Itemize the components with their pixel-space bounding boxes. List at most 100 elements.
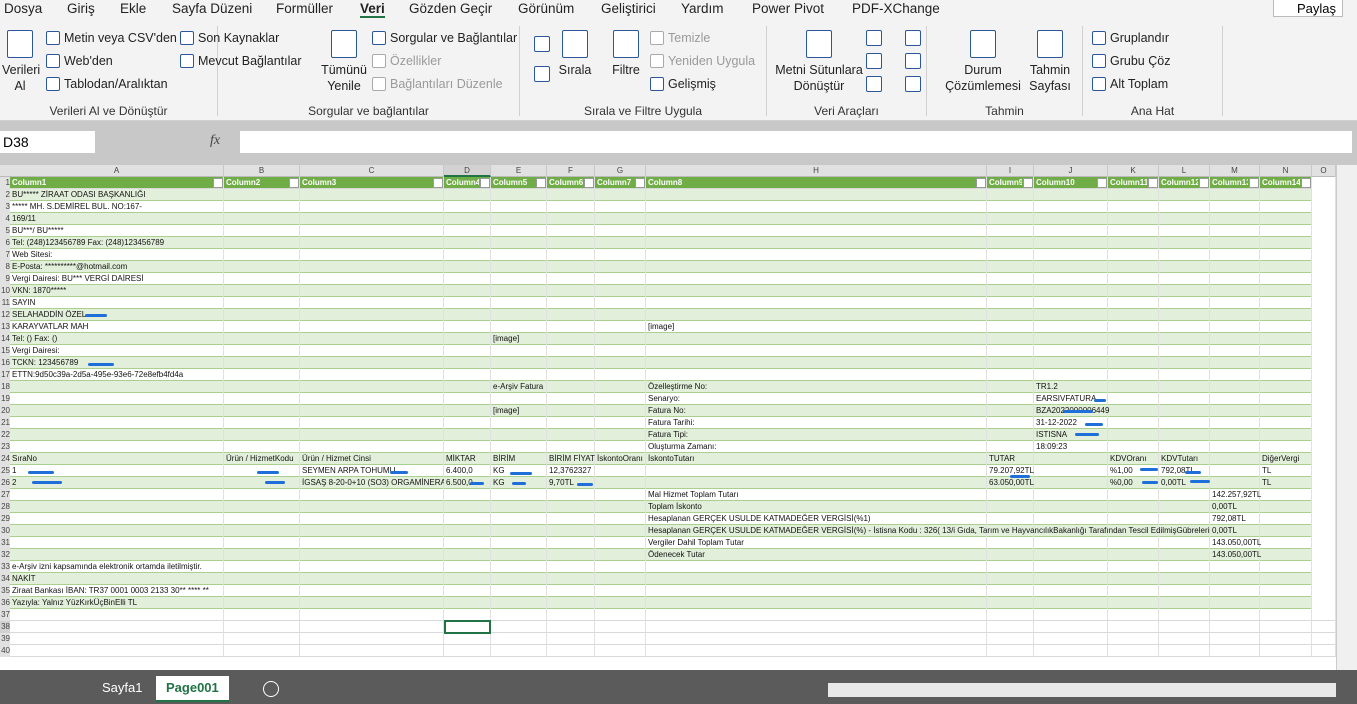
filter-button[interactable] xyxy=(635,178,645,188)
ribbon-button[interactable]: Grubu Çöz xyxy=(1110,54,1171,68)
ribbon-tab[interactable]: Geliştirici xyxy=(601,1,656,16)
row-header: 26 xyxy=(0,477,10,489)
ribbon-button[interactable]: Gelişmiş xyxy=(668,77,716,91)
ribbon-button[interactable]: Bağlantıları Düzenle xyxy=(390,77,503,91)
cell: BU***/ BU***** xyxy=(12,226,64,235)
ribbon-tab[interactable]: Sayfa Düzeni xyxy=(172,1,253,16)
ribbon-button[interactable]: Gruplandır xyxy=(1110,31,1170,45)
ribbon-tab[interactable]: PDF-XChange xyxy=(852,1,940,16)
column-gridline xyxy=(1209,177,1210,657)
filter-button[interactable] xyxy=(433,178,443,188)
cell: 2 xyxy=(12,478,17,487)
row-header: 13 xyxy=(0,321,10,333)
cell: NAKİT xyxy=(12,574,36,583)
button-icon xyxy=(650,77,664,91)
formula-input[interactable] xyxy=(240,131,1352,153)
ribbon-button[interactable]: Metin veya CSV'den xyxy=(64,31,177,45)
row-header: 33 xyxy=(0,561,10,573)
redaction xyxy=(577,483,593,486)
button-icon xyxy=(372,77,386,91)
ribbon-button[interactable]: Yeniden Uygula xyxy=(668,54,756,68)
row-header: 35 xyxy=(0,585,10,597)
ribbon-button[interactable]: Tablodan/Aralıktan xyxy=(64,77,168,91)
ribbon-tab[interactable]: Veri xyxy=(360,1,385,18)
row-header: 9 xyxy=(0,273,10,285)
function-button[interactable]: fx xyxy=(210,133,221,148)
filter-button[interactable] xyxy=(1148,178,1158,188)
sheet-tab[interactable]: Sayfa1 xyxy=(102,680,143,695)
sheet-tab[interactable]: Page001 xyxy=(156,676,229,702)
ribbon xyxy=(0,19,1357,121)
filter-button[interactable] xyxy=(213,178,223,188)
filter-button[interactable] xyxy=(976,178,986,188)
ribbon-tab[interactable]: Gözden Geçir xyxy=(409,1,493,16)
ribbon-tab[interactable]: Power Pivot xyxy=(752,1,825,16)
ribbon-button[interactable]: Son Kaynaklar xyxy=(198,31,280,45)
filter-button[interactable] xyxy=(1097,178,1107,188)
filter-button[interactable] xyxy=(1301,178,1311,188)
cell: Column5 xyxy=(493,178,528,187)
cell: SıraNo xyxy=(12,454,37,463)
redaction xyxy=(265,481,285,484)
share-button[interactable]: Paylaş xyxy=(1273,0,1343,17)
row-header: 37 xyxy=(0,609,10,621)
ribbon-tab[interactable]: Dosya xyxy=(4,1,43,16)
cell: MİKTAR xyxy=(446,454,476,463)
name-box[interactable]: D38 xyxy=(0,131,95,153)
filter-button[interactable] xyxy=(289,178,299,188)
ribbon-tab[interactable]: Yardım xyxy=(681,1,724,16)
cell: 792,08TL xyxy=(1161,466,1195,475)
filter-button[interactable] xyxy=(584,178,594,188)
filter-button[interactable] xyxy=(1023,178,1033,188)
ribbon-button[interactable]: Metni Sütunlara Dönüştür xyxy=(775,63,863,93)
ribbon-button[interactable]: Temizle xyxy=(668,31,711,45)
row-header: 40 xyxy=(0,645,10,657)
ribbon-tab[interactable]: Giriş xyxy=(67,1,95,16)
filter-button[interactable] xyxy=(536,178,546,188)
column-gridline xyxy=(1335,177,1336,657)
group-separator xyxy=(926,26,927,116)
row-header: 18 xyxy=(0,381,10,393)
ribbon-button[interactable]: Sırala xyxy=(558,63,592,77)
ribbon-tab[interactable]: Görünüm xyxy=(518,1,575,16)
ribbon-button[interactable]: Verileri Al xyxy=(2,63,41,93)
ribbon-button[interactable]: Alt Toplam xyxy=(1110,77,1169,91)
cell: 169/11 xyxy=(12,214,36,223)
column-header: K xyxy=(1108,165,1159,177)
grid-row xyxy=(10,609,1336,621)
vertical-scrollbar[interactable] xyxy=(1336,165,1357,670)
filter-button[interactable] xyxy=(1199,178,1209,188)
cell: Fatura No: xyxy=(648,406,686,415)
ribbon-button[interactable]: Sorgular ve Bağlantılar xyxy=(390,31,518,45)
filter-button[interactable] xyxy=(480,178,490,188)
ribbon-button[interactable]: Web'den xyxy=(64,54,113,68)
ribbon-button[interactable]: Tahmin Sayfası xyxy=(1029,63,1071,93)
ribbon-button[interactable]: Tümünü Yenile xyxy=(321,63,367,93)
ribbon-button[interactable]: Durum Çözümlemesi xyxy=(945,63,1021,93)
ribbon-button[interactable]: Özellikler xyxy=(390,54,442,68)
column-header-bar xyxy=(0,165,1336,177)
cell: 9,70TL xyxy=(549,478,574,487)
ribbon-button[interactable]: Mevcut Bağlantılar xyxy=(198,54,302,68)
horizontal-scrollbar[interactable] xyxy=(828,683,1336,697)
cell: BİRİM FİYAT xyxy=(549,454,595,463)
redaction xyxy=(1142,481,1158,484)
filter-button[interactable] xyxy=(1249,178,1259,188)
row-header: 5 xyxy=(0,225,10,237)
button-icon xyxy=(331,30,357,58)
add-sheet-button[interactable] xyxy=(263,681,279,697)
tab-bar xyxy=(0,0,1357,19)
cell: KARAYVATLAR MAH xyxy=(12,322,89,331)
row-header: 11 xyxy=(0,297,10,309)
ribbon-tab[interactable]: Ekle xyxy=(120,1,147,16)
row-header: 28 xyxy=(0,501,10,513)
ribbon-tab[interactable]: Formüller xyxy=(276,1,334,16)
ribbon-button[interactable]: Filtre xyxy=(612,63,640,77)
cell: %1,00 xyxy=(1110,466,1133,475)
row-header: 34 xyxy=(0,573,10,585)
redaction xyxy=(1075,433,1099,436)
cell: 792,08TL xyxy=(1212,514,1246,523)
redaction xyxy=(1010,475,1030,478)
redaction xyxy=(1063,410,1093,413)
